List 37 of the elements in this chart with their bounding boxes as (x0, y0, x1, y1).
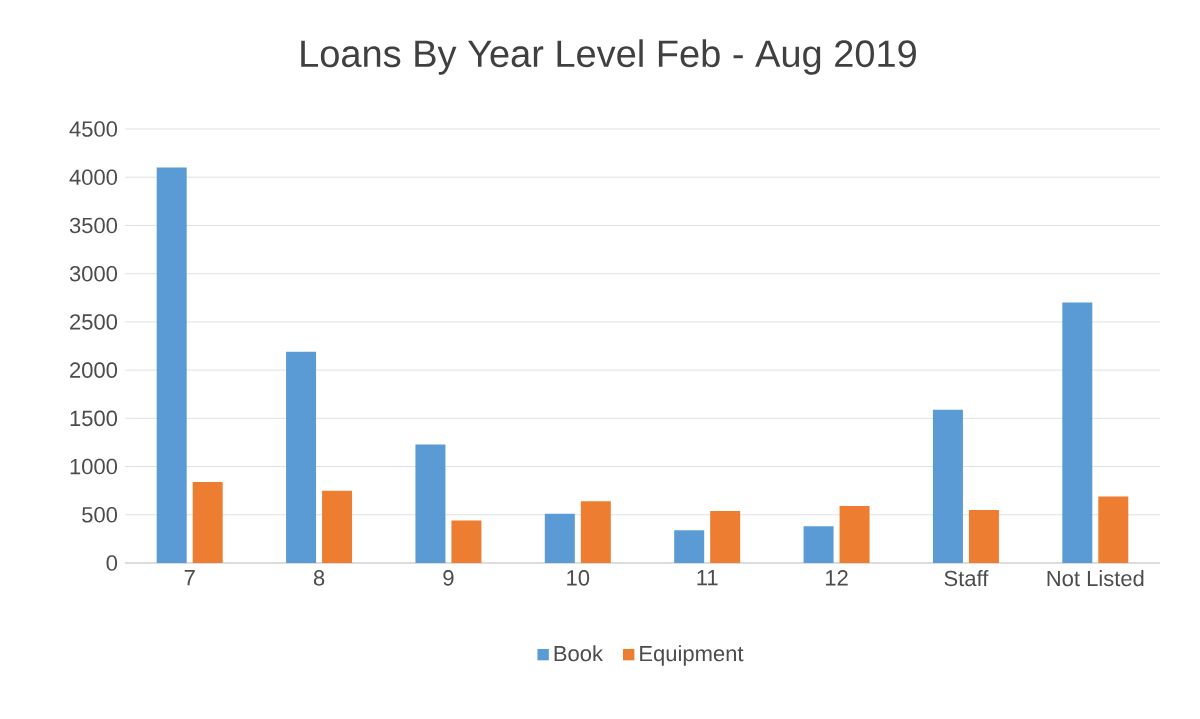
x-tick-label: 11 (697, 570, 718, 586)
y-tick-label: 0 (106, 555, 118, 571)
x-tick-label: 10 (567, 570, 590, 586)
x-tick-label: Not Listed (1047, 570, 1144, 587)
y-tick-label: 2500 (70, 314, 118, 330)
y-tick-label: 3000 (69, 265, 118, 282)
bar (839, 506, 870, 563)
legend-label: Equipment (640, 645, 744, 666)
x-tick-label: 12 (825, 570, 848, 586)
y-tick-label: 4000 (69, 169, 118, 186)
bar (968, 509, 999, 563)
chart-title: Loans By Year Level Feb - Aug 2019 (301, 39, 916, 75)
x-tick-label: Staff (944, 570, 989, 587)
y-tick-label: 1500 (70, 410, 118, 427)
bar (1098, 496, 1129, 563)
bar (932, 409, 963, 563)
bar (674, 530, 705, 563)
x-tick-label: 9 (443, 570, 454, 586)
bar (1062, 302, 1093, 563)
bar (286, 351, 317, 563)
y-tick-label: 3500 (69, 217, 118, 234)
bar (451, 520, 482, 563)
x-tick-label: 8 (313, 570, 325, 586)
bar (710, 510, 741, 563)
y-tick-label: 4500 (69, 121, 118, 137)
bar (415, 444, 446, 563)
y-tick-label: 2000 (70, 362, 118, 378)
bar (322, 490, 353, 563)
y-tick-label: 500 (82, 507, 118, 523)
bar (192, 481, 223, 563)
y-tick-label: 1000 (70, 458, 118, 475)
bar (580, 501, 611, 563)
x-tick-label: 7 (184, 570, 195, 586)
legend-label: Book (554, 645, 604, 662)
bar (803, 526, 834, 563)
bar (156, 167, 187, 563)
bar (544, 513, 575, 563)
